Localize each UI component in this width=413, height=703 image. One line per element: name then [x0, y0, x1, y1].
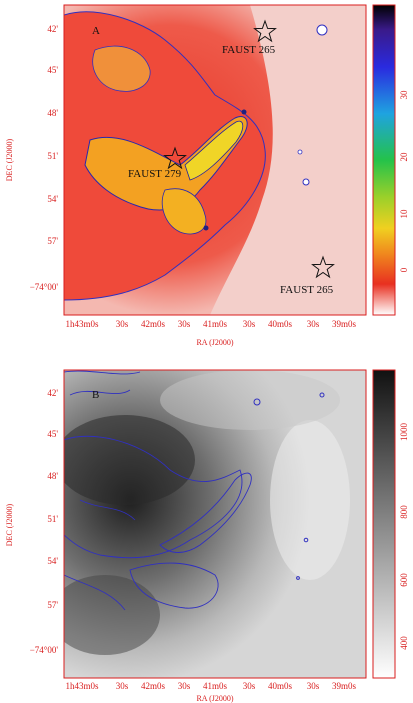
source-star-1 — [253, 19, 277, 43]
x-tick: 41m0s — [203, 319, 228, 329]
x-tick: 30s — [307, 319, 320, 329]
panel-a-image — [64, 5, 366, 315]
panel-a-x-ticks: 1h43m0s 30s 42m0s 30s 41m0s 30s 40m0s 30… — [65, 319, 356, 329]
panel-b-colorbar — [372, 369, 396, 679]
panel-a-colorbar — [372, 4, 396, 316]
x-tick: 42m0s — [141, 319, 166, 329]
panel-b-x-ticks: 1h43m0s 30s 42m0s 30s 41m0s 30s 40m0s 30… — [65, 681, 356, 691]
x-tick: 30s — [243, 319, 256, 329]
colorbar-tick: 1000 — [399, 423, 409, 442]
source-label-2: FAUST 279 — [128, 168, 182, 180]
y-tick: 57' — [47, 600, 58, 610]
panel-a-y-ticks: 42' 45' 48' 51' 54' 57' −74°00' — [30, 24, 59, 292]
colorbar-tick: 400 — [399, 636, 409, 650]
y-tick: 51' — [47, 151, 58, 161]
y-tick: 51' — [47, 514, 58, 524]
y-tick: 57' — [47, 236, 58, 246]
panel-b-image — [64, 370, 366, 678]
y-tick: 48' — [47, 471, 58, 481]
y-tick: 48' — [47, 108, 58, 118]
panel-b-letter: B — [92, 389, 99, 401]
y-tick: −74°00' — [30, 645, 59, 655]
y-tick: 45' — [47, 65, 58, 75]
source-label-1: FAUST 265 — [222, 44, 276, 56]
x-tick: 1h43m0s — [65, 319, 99, 329]
source-star-3 — [311, 255, 335, 279]
y-tick: 54' — [47, 194, 58, 204]
x-tick: 39m0s — [332, 319, 357, 329]
y-tick: 42' — [47, 388, 58, 398]
x-tick: 30s — [116, 681, 129, 691]
y-tick: 54' — [47, 556, 58, 566]
x-tick: 30s — [178, 681, 191, 691]
panel-a-xlabel: RA (J2000) — [196, 338, 233, 347]
x-tick: 1h43m0s — [65, 681, 99, 691]
panel-b-colorbar-ticks: 1000 800 600 400 — [399, 423, 409, 650]
x-tick: 39m0s — [332, 681, 357, 691]
x-tick: 40m0s — [268, 681, 293, 691]
panel-b-y-ticks: 42' 45' 48' 51' 54' 57' −74°00' — [30, 388, 59, 655]
colorbar-tick: 600 — [399, 573, 409, 587]
panel-a-ylabel: DEC (J2000) — [5, 138, 14, 181]
y-tick: 42' — [47, 24, 58, 34]
panel-b: B 42' 45' 48' 51' 54' 57' −74°00' DEC (J… — [5, 369, 409, 703]
panel-b-xlabel: RA (J2000) — [196, 694, 233, 703]
x-tick: 41m0s — [203, 681, 228, 691]
panel-b-ylabel: DEC (J2000) — [5, 503, 14, 546]
source-star-2 — [163, 146, 187, 170]
panel-a: FAUST 265 FAUST 279 FAUST 265 A 42' 45' … — [5, 4, 409, 347]
y-tick: −74°00' — [30, 282, 59, 292]
source-label-3: FAUST 265 — [280, 284, 334, 296]
x-tick: 30s — [243, 681, 256, 691]
x-tick: 40m0s — [268, 319, 293, 329]
colorbar-tick: 10 — [399, 209, 409, 219]
colorbar-tick: 30 — [399, 90, 409, 100]
colorbar-tick: 800 — [399, 505, 409, 519]
x-tick: 30s — [307, 681, 320, 691]
panel-a-colorbar-ticks: 30 20 10 0 — [399, 90, 409, 272]
panel-a-letter: A — [92, 25, 100, 37]
y-tick: 45' — [47, 429, 58, 439]
x-tick: 30s — [116, 319, 129, 329]
x-tick: 42m0s — [141, 681, 166, 691]
colorbar-tick: 0 — [399, 267, 409, 272]
colorbar-tick: 20 — [399, 152, 409, 162]
x-tick: 30s — [178, 319, 191, 329]
